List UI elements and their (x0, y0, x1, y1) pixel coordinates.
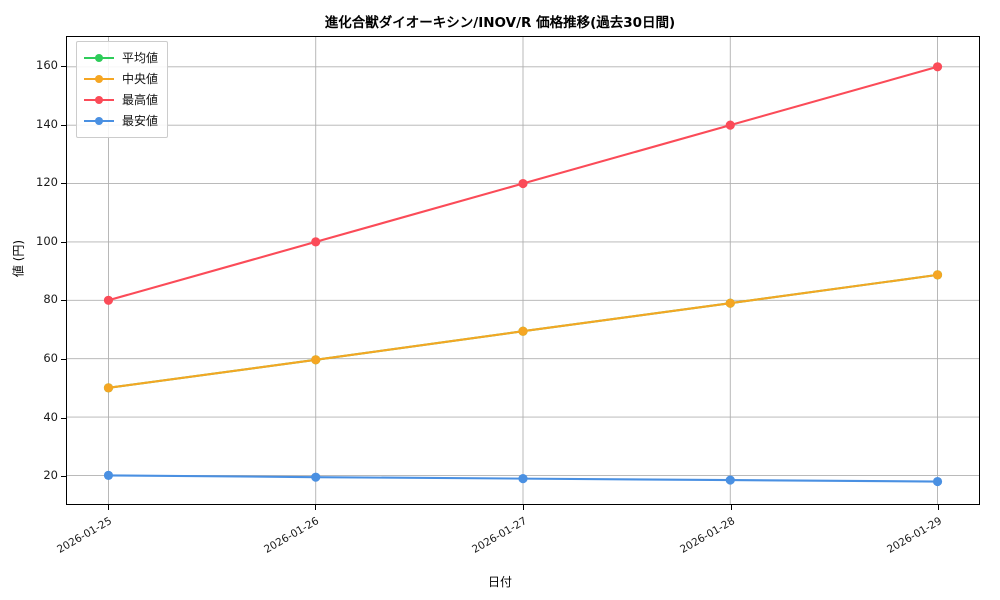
legend-item-4[interactable]: 最安値 (84, 110, 158, 131)
y-tick-label: 60 (43, 351, 58, 366)
data-point-marker (311, 355, 321, 365)
x-tick-mark (523, 505, 524, 510)
x-tick-label: 2026-01-25 (54, 515, 114, 556)
data-point-marker (518, 326, 528, 336)
x-tick-label: 2026-01-26 (262, 515, 322, 556)
x-axis-label: 日付 (487, 575, 512, 589)
x-tick-mark (107, 505, 109, 510)
y-axis-label: 値 (円) (11, 239, 26, 278)
y-tick-mark (61, 124, 66, 126)
y-tick-mark (61, 65, 66, 67)
data-point-marker (725, 475, 735, 485)
data-point-marker (311, 237, 321, 247)
series-lines (103, 62, 943, 487)
data-point-marker (932, 62, 943, 72)
data-point-marker (103, 295, 114, 305)
y-tick-mark (61, 476, 66, 478)
x-tick-label: 2026-01-29 (885, 515, 945, 556)
y-tick-mark (61, 241, 66, 243)
data-point-marker (311, 472, 321, 482)
chart-legend[interactable]: 平均値中央値最高値最安値 (76, 41, 169, 138)
legend-item-1[interactable]: 平均値 (84, 47, 158, 68)
y-tick-label: 80 (43, 292, 58, 307)
x-tick-mark (938, 505, 940, 510)
data-point-marker (932, 476, 943, 487)
legend-label: 中央値 (122, 72, 159, 86)
legend-swatch-icon (84, 73, 114, 85)
y-tick-label: 120 (36, 175, 58, 190)
legend-label: 平均値 (122, 51, 159, 65)
legend-item-2[interactable]: 中央値 (84, 68, 158, 89)
data-point-marker (725, 120, 735, 130)
x-tick-label: 2026-01-28 (677, 515, 737, 556)
x-tick-mark (315, 505, 317, 510)
legend-label: 最高値 (122, 93, 159, 107)
x-tick-mark (730, 505, 732, 510)
chart-title: 進化合獣ダイオーキシン/INOV/R 価格推移(過去30日間) (324, 15, 676, 31)
y-tick-label: 20 (43, 468, 58, 483)
data-point-marker (103, 470, 114, 480)
x-tick-label: 2026-01-27 (470, 515, 529, 556)
y-tick-mark (61, 183, 66, 185)
data-point-marker (932, 270, 943, 280)
legend-swatch-icon (84, 115, 114, 127)
legend-item-3[interactable]: 最高値 (84, 89, 158, 110)
data-point-marker (103, 383, 114, 393)
data-point-marker (518, 178, 528, 189)
plot-area (66, 36, 980, 505)
y-tick-label: 100 (36, 233, 58, 248)
legend-swatch-icon (84, 52, 114, 64)
y-tick-label: 40 (43, 409, 58, 424)
y-tick-mark (61, 359, 66, 361)
data-point-marker (725, 298, 735, 308)
legend-label: 最安値 (122, 114, 159, 128)
y-tick-label: 160 (36, 57, 58, 72)
data-point-marker (518, 474, 528, 484)
y-tick-mark (61, 417, 66, 419)
y-tick-label: 140 (36, 116, 58, 131)
legend-swatch-icon (84, 94, 114, 106)
y-tick-mark (61, 300, 66, 302)
